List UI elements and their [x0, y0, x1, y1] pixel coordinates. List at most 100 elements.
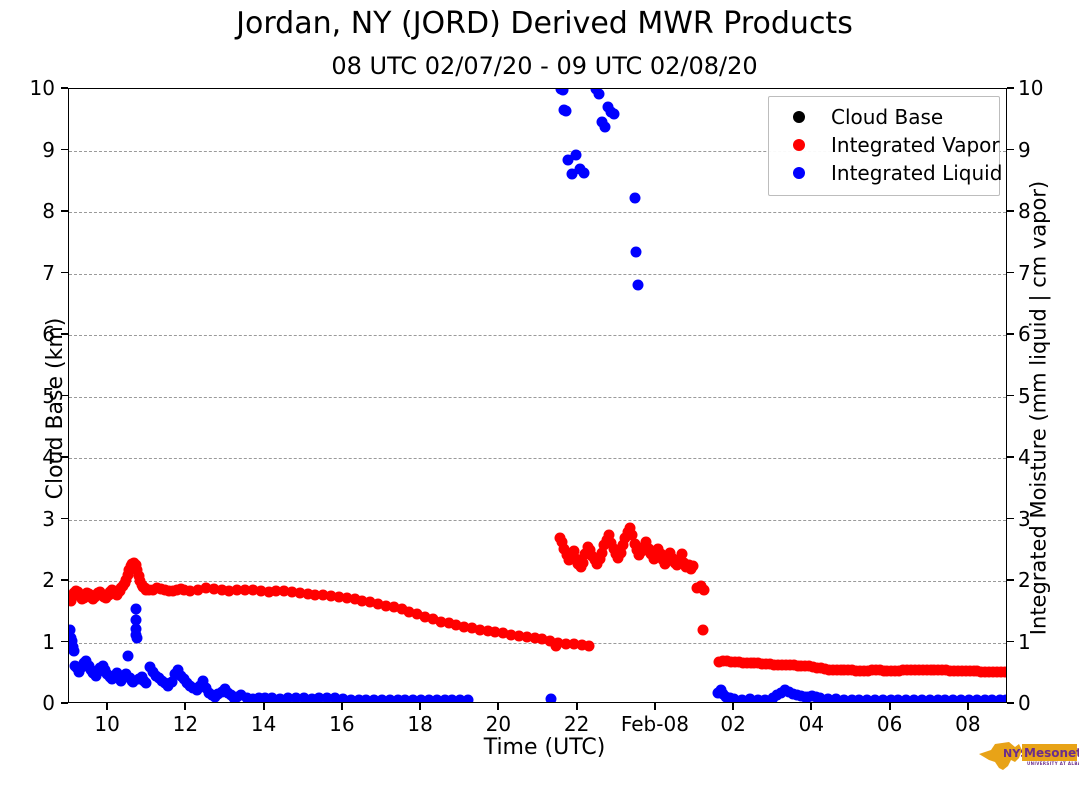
data-point-integrated-liquid: [924, 694, 936, 702]
y-tick-right-9: [1007, 148, 1014, 151]
data-point-integrated-liquid: [885, 694, 897, 702]
y-tick-right-1: [1007, 640, 1014, 643]
data-point-integrated-vapor: [309, 589, 321, 601]
data-point-integrated-vapor: [372, 598, 384, 610]
nys-mesonet-logo: NYS Mesonet UNIVERSITY AT ALBANY: [975, 738, 1088, 778]
data-point-integrated-liquid: [916, 694, 928, 702]
legend-marker-icon: [793, 111, 805, 123]
data-point-integrated-liquid: [235, 689, 247, 701]
data-point-integrated-liquid: [566, 168, 578, 180]
y-tick-left-2: [61, 579, 68, 581]
y-ticklabel-right-2: 2: [1018, 568, 1031, 592]
y-ticklabel-right-7: 7: [1018, 260, 1031, 285]
legend-label: Integrated Vapor: [831, 133, 1000, 157]
data-point-integrated-liquid: [986, 694, 998, 702]
gridline-y-7: [69, 273, 1006, 275]
x-ticklabel-10: 10: [94, 712, 120, 736]
data-point-integrated-liquid: [629, 192, 641, 204]
data-point-integrated-liquid: [939, 694, 951, 702]
data-point-integrated-liquid: [247, 693, 259, 702]
x-ticklabel-20: 20: [485, 712, 512, 736]
legend-item-cloud-base[interactable]: Cloud Base: [779, 103, 989, 131]
data-point-integrated-vapor: [388, 601, 400, 613]
x-tick-16: [340, 703, 343, 710]
data-point-integrated-liquid: [274, 693, 286, 702]
data-point-integrated-liquid: [122, 650, 134, 662]
data-point-integrated-vapor: [450, 619, 462, 631]
data-point-integrated-liquid: [446, 694, 458, 702]
data-point-integrated-vapor: [341, 592, 353, 604]
data-point-integrated-vapor: [380, 600, 392, 612]
x-ticklabel-18: 18: [407, 712, 433, 736]
logo-tagline-text: UNIVERSITY AT ALBANY: [1027, 761, 1079, 766]
data-point-integrated-vapor: [255, 585, 267, 597]
data-point-integrated-vapor: [184, 585, 196, 597]
data-point-integrated-vapor: [231, 584, 243, 596]
y-tick-right-8: [1007, 210, 1014, 212]
y-tick-right-0: [1007, 702, 1014, 704]
x-ticklabel-12: 12: [172, 712, 199, 736]
data-point-integrated-liquid: [431, 694, 443, 702]
data-point-integrated-liquid: [759, 694, 771, 702]
data-point-integrated-vapor: [544, 635, 556, 647]
legend-item-integrated-vapor[interactable]: Integrated Vapor: [779, 131, 1000, 159]
x-tick-14: [262, 703, 265, 710]
data-point-integrated-vapor: [605, 537, 617, 549]
data-point-integrated-vapor: [556, 536, 568, 548]
data-point-integrated-liquid: [892, 694, 904, 702]
data-point-integrated-liquid: [932, 694, 944, 702]
data-point-integrated-vapor: [302, 588, 314, 600]
legend-item-integrated-liquid[interactable]: Integrated Liquid: [779, 159, 1002, 187]
x-tick-08: [966, 703, 969, 710]
y-tick-right-5: [1007, 394, 1014, 397]
y-tick-right-7: [1007, 271, 1014, 274]
data-point-integrated-vapor: [419, 611, 431, 623]
data-point-integrated-liquid: [69, 645, 80, 657]
data-point-integrated-liquid: [578, 167, 590, 179]
data-point-integrated-liquid: [632, 279, 644, 291]
data-point-integrated-liquid: [846, 694, 857, 702]
data-point-integrated-liquid: [900, 694, 912, 702]
data-point-integrated-liquid: [853, 694, 865, 702]
data-point-integrated-vapor: [356, 595, 368, 607]
x-tick-10: [106, 703, 109, 710]
data-point-integrated-vapor: [594, 553, 606, 565]
y-tick-left-1: [61, 640, 68, 643]
x-tick-22: [575, 703, 578, 710]
data-point-integrated-liquid: [384, 694, 396, 702]
data-point-integrated-liquid: [562, 154, 574, 166]
data-point-integrated-liquid: [861, 694, 873, 702]
data-point-integrated-liquid: [360, 694, 372, 702]
y-ticklabel-left-5: 5: [42, 383, 55, 408]
data-point-integrated-vapor: [568, 638, 580, 650]
data-point-integrated-vapor: [349, 593, 361, 605]
data-point-integrated-liquid: [306, 693, 318, 702]
y-tick-left-8: [61, 210, 68, 212]
y-tick-left-5: [61, 394, 68, 397]
chart-subtitle: 08 UTC 02/07/20 - 09 UTC 02/08/20: [331, 52, 758, 80]
data-point-integrated-vapor: [550, 640, 562, 652]
data-point-integrated-vapor: [263, 586, 275, 598]
data-point-integrated-vapor: [640, 536, 652, 548]
data-point-integrated-vapor: [560, 638, 572, 650]
data-point-integrated-vapor: [458, 621, 470, 633]
data-point-integrated-liquid: [752, 694, 764, 702]
y-tick-right-3: [1007, 517, 1014, 520]
data-point-integrated-vapor: [325, 590, 337, 602]
data-point-integrated-vapor: [200, 582, 212, 594]
data-point-integrated-liquid: [266, 692, 278, 702]
data-point-integrated-vapor: [270, 585, 282, 597]
new-york-state-shape: [979, 742, 1022, 770]
data-point-integrated-liquid: [423, 694, 435, 702]
x-tick-04: [810, 703, 813, 710]
x-ticklabel-08: 08: [955, 712, 981, 736]
y-axis-left-title: Cloud Base (km): [43, 317, 68, 500]
logo-nys-text: NYS: [1003, 747, 1028, 760]
data-point-integrated-vapor: [216, 584, 228, 596]
data-point-integrated-liquid: [376, 694, 388, 702]
legend: Cloud Base Integrated Vapor Integrated Liq…: [768, 96, 1002, 196]
x-tick-18: [419, 703, 422, 710]
data-point-integrated-liquid: [368, 694, 380, 702]
data-point-integrated-liquid: [131, 632, 143, 644]
data-point-integrated-vapor: [576, 639, 588, 651]
